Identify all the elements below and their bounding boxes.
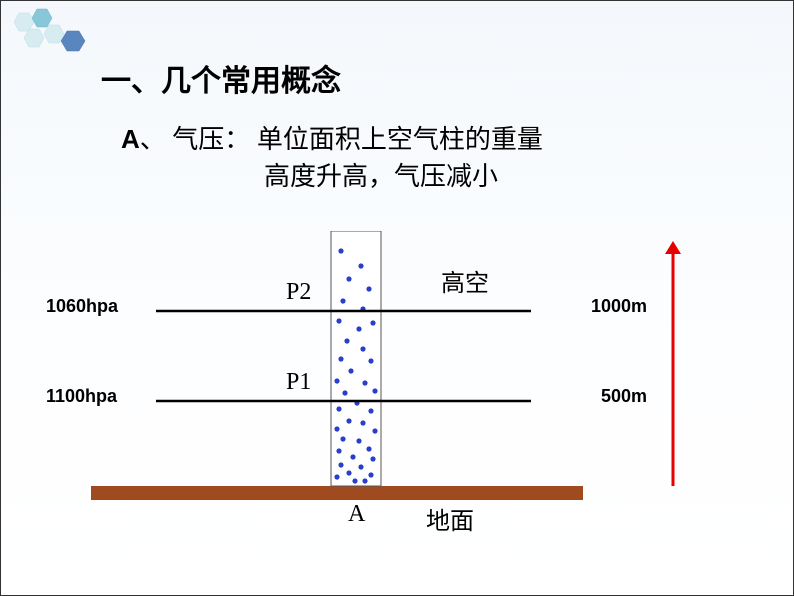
label-upper-sky: 高空 xyxy=(441,263,489,298)
section-title: 一、几个常用概念 xyxy=(101,56,341,100)
item-letter: A xyxy=(121,124,140,154)
definition-text-1: 单位面积上空气柱的重量 xyxy=(257,125,543,154)
label-height-upper: 1000m xyxy=(591,296,647,317)
label-p1: P1 xyxy=(286,369,311,396)
term: 气压： xyxy=(172,125,250,154)
label-pressure-lower: 1100hpa xyxy=(46,386,117,407)
label-p2: P2 xyxy=(286,279,311,306)
pressure-diagram: 高空 地面 P2 P1 A 1060hpa 1100hpa 1000m 500m xyxy=(91,231,711,551)
corner-hex-logo xyxy=(7,7,97,57)
definition-line-2: 高度升高，气压减小 xyxy=(264,156,498,193)
label-pressure-upper: 1060hpa xyxy=(46,296,118,317)
label-a: A xyxy=(348,501,365,528)
label-height-lower: 500m xyxy=(601,386,647,407)
definition-line-1: A、 气压： 单位面积上空气柱的重量 xyxy=(121,119,543,156)
label-ground: 地面 xyxy=(426,501,474,536)
item-punct: 、 xyxy=(140,125,166,154)
